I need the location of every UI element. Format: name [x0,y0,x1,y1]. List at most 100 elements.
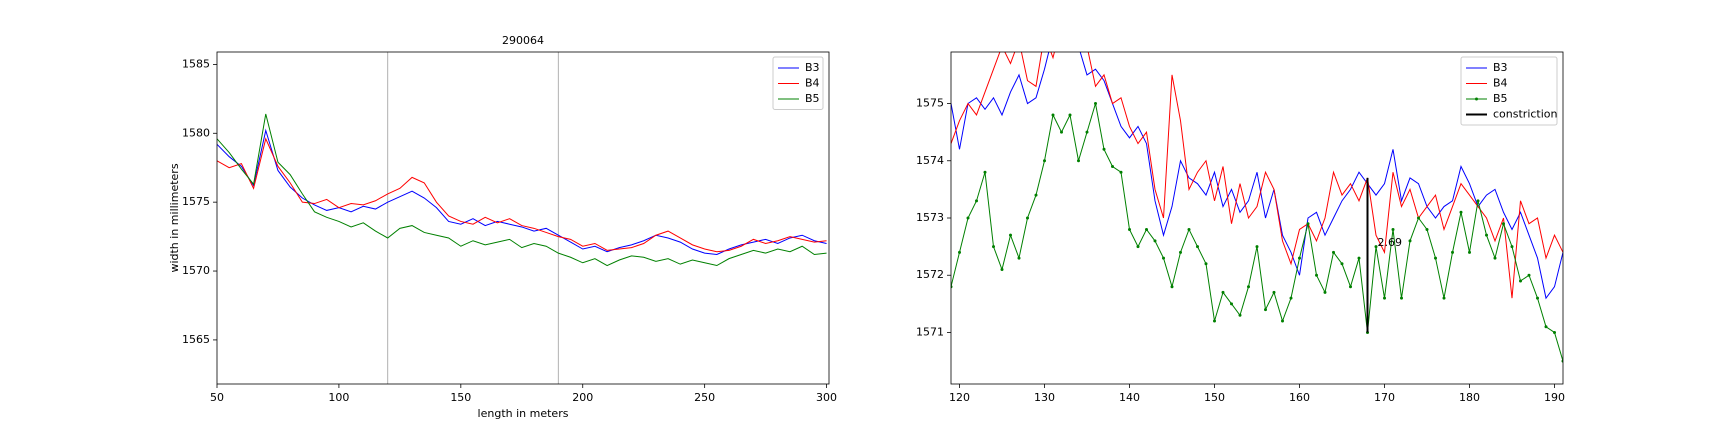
series-line [217,113,827,267]
x-tick-label: 130 [1034,391,1055,404]
series-marker [1000,268,1004,272]
legend-label: B5 [1493,92,1508,105]
series-marker [1289,296,1293,300]
series-marker [1544,325,1548,329]
series-marker [1179,250,1182,254]
x-tick-label: 50 [210,391,224,404]
series-marker [983,170,987,174]
series-marker [1085,130,1089,134]
x-tick-label: 200 [572,391,593,404]
series-marker [1374,245,1378,249]
series-marker [1068,113,1072,117]
axes-frame [216,51,830,385]
series-line [951,52,1563,300]
legend-label: B4 [1493,77,1508,90]
series-marker [1077,159,1080,163]
series-marker [1272,290,1276,294]
series-marker [1536,296,1539,300]
series-marker [1400,296,1403,300]
series-marker [1136,245,1140,249]
series-marker [1170,285,1174,289]
legend-label: B3 [805,61,820,74]
series-marker [1026,216,1029,220]
series-marker [992,245,995,249]
series-marker [1187,227,1191,231]
y-tick-label: 1573 [916,211,944,224]
series-marker [1383,296,1386,300]
series-marker [958,250,961,254]
series-marker [1009,233,1012,237]
x-tick-label: 190 [1544,391,1565,404]
x-tick-label: 300 [816,391,837,404]
series-marker [1034,193,1038,197]
series-marker [1221,290,1225,294]
series-marker [1451,250,1454,254]
series-marker [1340,262,1344,266]
series-marker [1281,319,1284,323]
series-marker [1306,222,1310,226]
series-marker [1315,273,1318,277]
x-tick-label: 120 [949,391,970,404]
legend-box [1460,56,1558,126]
series-marker [1162,256,1165,260]
series-line [217,137,827,253]
y-tick-label: 1571 [916,325,944,338]
x-tick-label: 180 [1459,391,1480,404]
series-marker [1128,227,1131,231]
series-marker [1094,102,1097,106]
y-tick-label: 1585 [182,57,210,70]
series-marker [1434,256,1437,260]
series-marker [1425,227,1429,231]
series-marker [1255,245,1259,249]
series-marker [1553,330,1556,334]
legend-marker [1475,97,1478,101]
series-marker [1349,285,1352,289]
series-marker [1485,233,1488,237]
series-marker [1493,256,1497,260]
plot-area [217,52,827,384]
series-marker [1332,250,1335,254]
series-marker [1247,285,1250,289]
series-marker [1119,170,1123,174]
series-marker [1468,250,1471,254]
y-tick-label: 1572 [916,268,944,281]
series-marker [1408,239,1412,243]
x-tick-label: 250 [694,391,715,404]
series-marker [1051,113,1055,117]
series-marker [1527,273,1531,277]
y-tick-label: 1575 [182,195,210,208]
x-tick-label: 170 [1374,391,1395,404]
series-marker [1298,256,1301,260]
series-marker [1111,164,1114,168]
series-line [951,103,1563,362]
series-marker [1510,245,1514,249]
series-line [951,52,1563,299]
y-tick-label: 1565 [182,333,210,346]
x-axis-label: length in meters [478,407,569,420]
series-marker [1476,199,1480,203]
series-marker [1459,210,1463,214]
series-marker [1017,256,1021,260]
legend-label: B5 [805,92,820,105]
series-marker [1145,227,1148,231]
y-tick-label: 1574 [916,154,944,167]
series-marker [1357,256,1361,260]
series-marker [1417,216,1420,220]
legend-label: constriction [1493,108,1558,121]
series-marker [1519,279,1522,283]
series-marker [1060,130,1063,134]
series-marker [1213,319,1216,323]
series-marker [1264,308,1267,312]
y-tick-label: 1575 [916,97,944,110]
legend-label: B3 [1493,61,1508,74]
series-marker [1502,222,1505,226]
series-marker [1204,262,1208,266]
series-marker [1323,290,1327,294]
legend-label: B4 [805,77,820,90]
x-tick-label: 140 [1119,391,1140,404]
x-tick-label: 150 [1204,391,1225,404]
series-marker [1238,313,1242,317]
y-axis-label: width in millimeters [168,163,181,272]
